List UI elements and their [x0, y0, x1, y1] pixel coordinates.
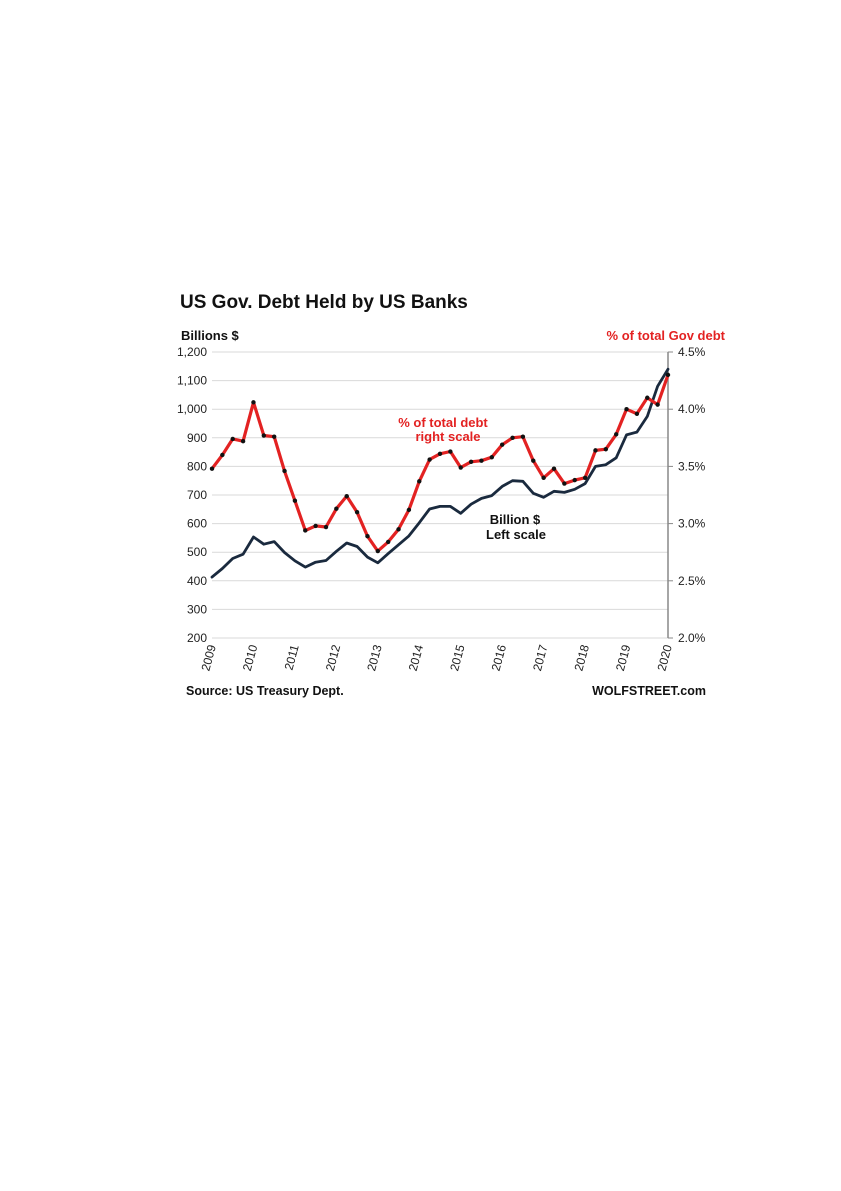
- x-tick-label: 2011: [282, 643, 302, 672]
- left-tick-label: 500: [187, 545, 207, 559]
- data-point-pct: [417, 479, 422, 484]
- left-tick-label: 900: [187, 431, 207, 445]
- data-point-pct: [572, 477, 577, 483]
- data-point-pct: [303, 528, 308, 533]
- left-tick-label: 700: [187, 488, 207, 502]
- x-axis-ticks: 2009 2010 2011 2012 2013 2014 2015 2016 2017 2018…: [198, 643, 675, 673]
- data-point-pct: [209, 466, 215, 471]
- left-tick-label: 200: [187, 631, 207, 645]
- left-tick-label: 400: [187, 574, 207, 588]
- data-point-pct: [624, 407, 629, 412]
- source-note: Source: US Treasury Dept.: [186, 684, 344, 698]
- right-tick-label: 4.5%: [678, 345, 706, 359]
- x-tick-label: 2017: [530, 643, 551, 673]
- left-tick-label: 600: [187, 517, 207, 531]
- data-point-pct: [365, 533, 370, 539]
- data-point-pct: [230, 436, 235, 442]
- data-point-pct: [593, 448, 598, 453]
- right-axis-ticks: 2.0% 2.5% 3.0% 3.5% 4.0% 4.5%: [668, 345, 706, 645]
- data-point-pct: [448, 449, 453, 454]
- data-point-pct: [613, 432, 619, 437]
- series-line-pct: [210, 373, 670, 553]
- data-point-pct: [354, 509, 360, 515]
- right-tick-label: 4.0%: [678, 402, 706, 416]
- data-point-pct: [251, 400, 256, 405]
- right-axis-label: % of total Gov debt: [607, 328, 726, 343]
- data-point-pct: [665, 372, 671, 378]
- data-point-pct: [427, 457, 432, 462]
- data-point-pct: [458, 465, 463, 470]
- left-tick-label: 1,100: [177, 374, 207, 388]
- series-pct: [209, 372, 671, 554]
- data-point-pct: [344, 493, 349, 499]
- data-point-pct: [313, 523, 318, 529]
- data-point-pct: [334, 506, 339, 511]
- data-point-pct: [468, 459, 474, 465]
- data-point-pct: [634, 411, 640, 416]
- x-tick-label: 2016: [489, 643, 510, 673]
- data-point-pct: [220, 452, 225, 458]
- data-point-pct: [531, 458, 536, 463]
- data-point-pct: [603, 447, 609, 452]
- data-point-pct: [499, 442, 505, 447]
- data-point-pct: [562, 481, 567, 486]
- data-point-pct: [385, 539, 391, 545]
- data-point-pct: [261, 433, 267, 438]
- right-tick-label: 2.5%: [678, 574, 706, 588]
- left-axis-ticks: 200 300 400 500 600 700 800 900 1,000 1,100 1,200: [177, 345, 207, 645]
- data-point-pct: [271, 434, 277, 439]
- right-tick-label: 3.0%: [678, 517, 706, 531]
- x-tick-label: 2009: [198, 643, 219, 673]
- data-point-pct: [489, 455, 495, 460]
- data-point-pct: [655, 402, 660, 407]
- red-series-annotation-line2: right scale: [415, 429, 480, 444]
- data-point-pct: [406, 507, 412, 513]
- x-tick-label: 2014: [406, 643, 427, 673]
- series-billions: [210, 367, 670, 579]
- data-point-pct: [541, 475, 546, 481]
- x-tick-label: 2010: [240, 643, 261, 673]
- data-point-pct: [240, 439, 246, 444]
- series-layer: [209, 367, 671, 579]
- brand-label: WOLFSTREET.com: [592, 684, 706, 698]
- x-tick-label: 2020: [654, 643, 675, 673]
- chart-title: US Gov. Debt Held by US Banks: [180, 292, 468, 313]
- series-line-billions: [210, 367, 670, 579]
- left-axis-label: Billions $: [181, 328, 240, 343]
- gridlines: [212, 351, 668, 639]
- data-point-pct: [551, 466, 557, 471]
- x-tick-label: 2019: [613, 643, 634, 673]
- data-point-pct: [645, 395, 650, 400]
- left-tick-label: 300: [187, 602, 207, 616]
- right-tick-label: 2.0%: [678, 631, 706, 645]
- data-point-pct: [437, 451, 443, 457]
- black-series-annotation-line2: Left scale: [486, 527, 546, 542]
- data-point-pct: [375, 548, 381, 554]
- right-tick-label: 3.5%: [678, 459, 706, 473]
- data-point-pct: [396, 527, 401, 532]
- data-point-pct: [323, 524, 329, 530]
- data-point-pct: [479, 458, 484, 463]
- x-tick-label: 2015: [447, 643, 468, 673]
- data-point-pct: [582, 475, 588, 481]
- data-point-pct: [520, 434, 526, 439]
- black-series-annotation-line1: Billion $: [490, 512, 541, 527]
- data-point-pct: [282, 468, 287, 474]
- left-tick-label: 1,000: [177, 402, 207, 416]
- data-point-pct: [510, 435, 515, 440]
- left-tick-label: 800: [187, 459, 207, 473]
- data-point-pct: [292, 498, 298, 503]
- x-tick-label: 2012: [323, 643, 344, 673]
- x-tick-label: 2013: [364, 643, 385, 673]
- x-tick-label: 2018: [572, 643, 593, 673]
- left-tick-label: 1,200: [177, 345, 207, 359]
- red-series-annotation-line1: % of total debt: [398, 415, 488, 430]
